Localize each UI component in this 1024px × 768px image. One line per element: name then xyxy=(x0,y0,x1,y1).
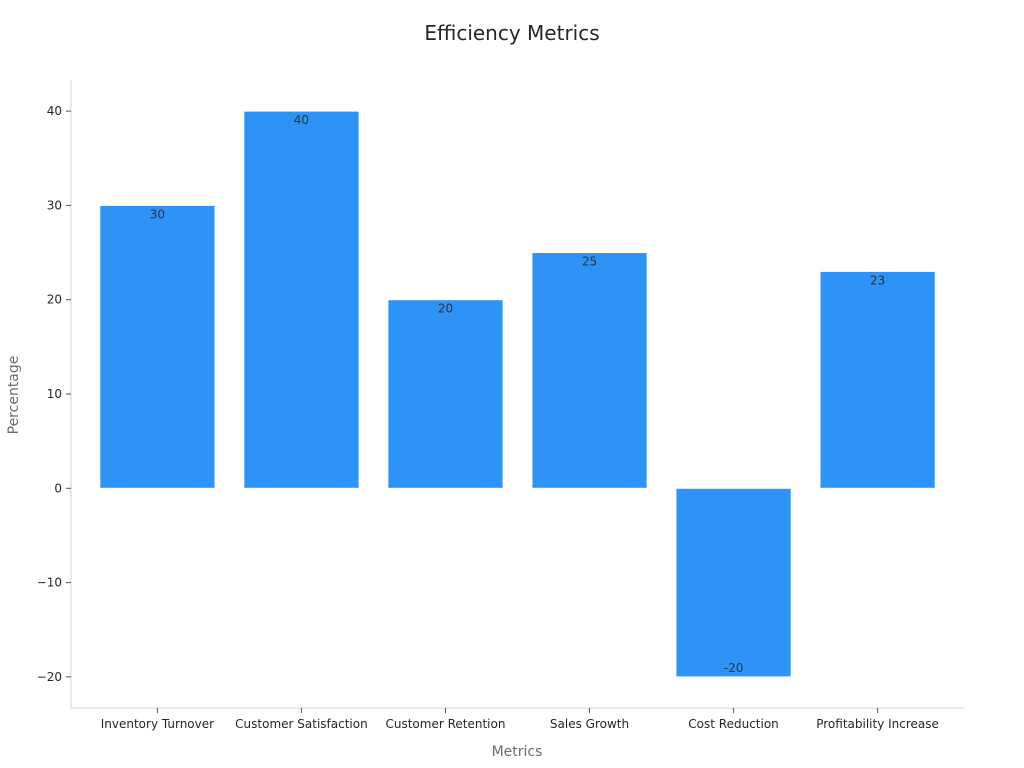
bar xyxy=(243,110,360,489)
y-tick-label: 10 xyxy=(47,387,62,401)
y-tick-label: −10 xyxy=(37,576,62,590)
x-tick-label: Inventory Turnover xyxy=(101,717,214,731)
bar xyxy=(675,487,792,678)
bar-value-label: 25 xyxy=(582,255,597,269)
bar-value-label: 30 xyxy=(150,207,165,221)
bar-value-label: 20 xyxy=(438,302,453,316)
bar-value-label: 40 xyxy=(294,113,309,127)
y-axis-label: Percentage xyxy=(6,356,22,435)
bar-value-label: -20 xyxy=(724,661,744,675)
bar xyxy=(99,204,216,489)
x-tick-label: Customer Retention xyxy=(385,717,505,731)
x-tick-label: Profitability Increase xyxy=(816,717,939,731)
bar-value-label: 23 xyxy=(870,273,885,287)
data-labels: 30 40 20 25 -20 23 xyxy=(150,113,885,675)
x-tick-label: Customer Satisfaction xyxy=(235,717,368,731)
y-tick-label: 20 xyxy=(47,293,62,307)
axes: −20 −10 0 10 20 30 40 Inventory Turnover Custome… xyxy=(37,80,964,731)
y-tick-label: −20 xyxy=(37,670,62,684)
bar xyxy=(819,270,936,489)
chart-title: Efficiency Metrics xyxy=(424,21,599,45)
y-tick-label: 0 xyxy=(54,481,62,495)
bar xyxy=(387,299,504,489)
y-tick-label: 30 xyxy=(47,198,62,212)
x-axis-label: Metrics xyxy=(492,744,543,760)
x-tick-label: Sales Growth xyxy=(550,717,629,731)
bars xyxy=(99,110,936,678)
x-tick-label: Cost Reduction xyxy=(688,717,778,731)
y-tick-label: 40 xyxy=(47,104,62,118)
bar xyxy=(531,252,648,489)
